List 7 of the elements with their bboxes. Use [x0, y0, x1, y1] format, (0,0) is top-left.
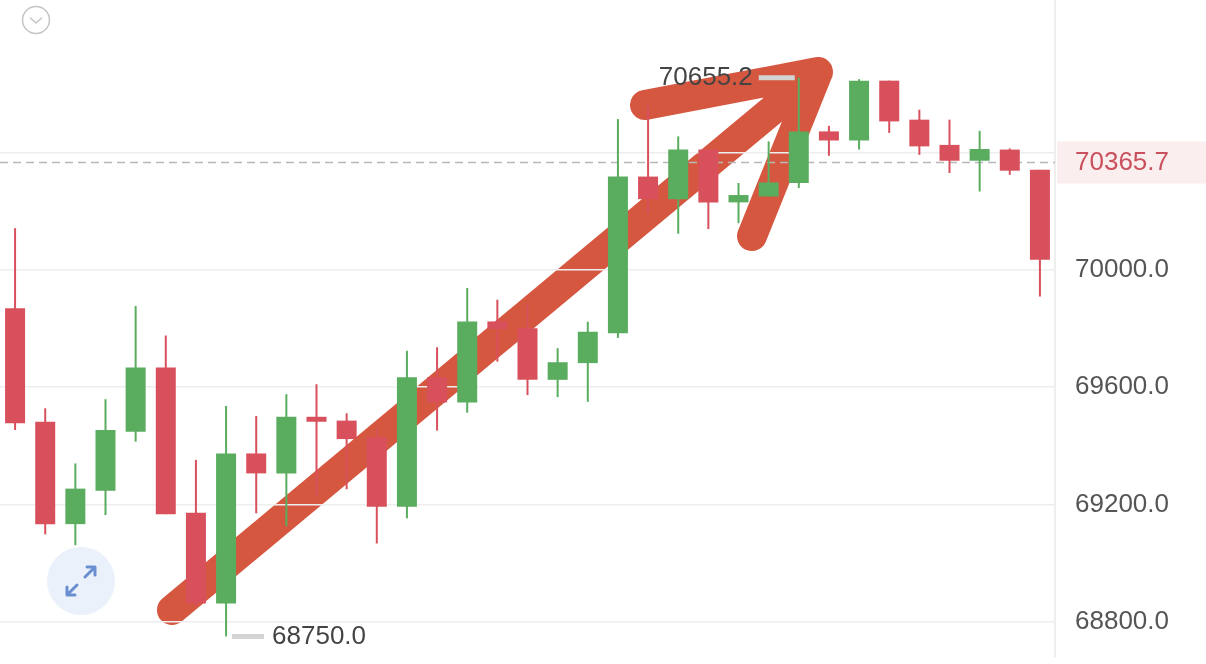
- candlestick: [306, 384, 327, 497]
- y-tick-label: 70000.0: [1075, 253, 1169, 284]
- annotation: 68750.0: [272, 619, 367, 650]
- y-tick-label: 69200.0: [1075, 487, 1169, 518]
- ref-line-label: 70365.7: [1075, 145, 1169, 176]
- y-tick-label: 69600.0: [1075, 370, 1169, 401]
- y-tick-label: 68800.0: [1075, 604, 1169, 635]
